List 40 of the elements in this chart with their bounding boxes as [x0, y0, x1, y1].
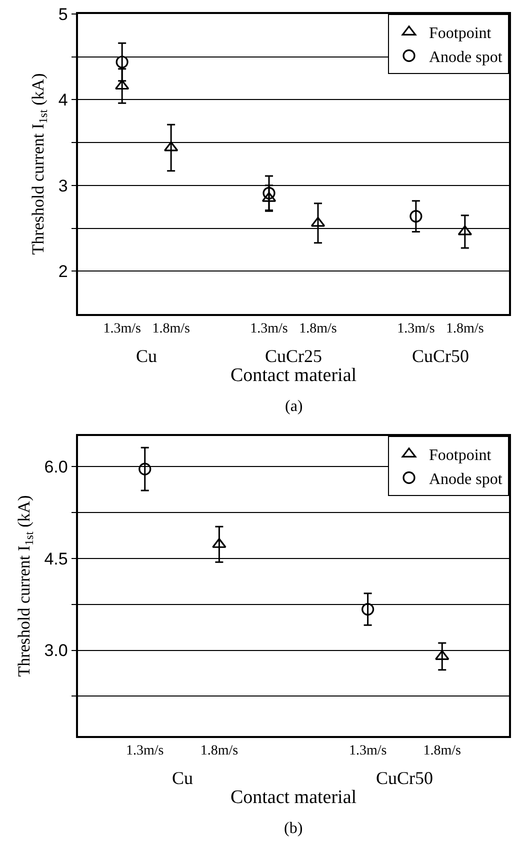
legend-label: Footpoint [429, 25, 492, 42]
text: CuCr50 [376, 768, 434, 788]
x-axis-title: Contact material [230, 786, 357, 808]
legend-label: Footpoint [429, 447, 492, 464]
y-tick-label: 6.0 [44, 458, 68, 477]
x-tick-label: 1.8m/s [200, 744, 238, 759]
y-tick-label: 4 [58, 90, 68, 110]
point [116, 56, 128, 68]
point [410, 210, 422, 223]
text: Cu [136, 346, 158, 366]
text: Cu [172, 768, 194, 788]
text: (a) [285, 398, 303, 415]
point [164, 141, 178, 152]
point [362, 602, 374, 616]
y-tick-label: 2 [58, 262, 68, 282]
x-tick-label: 1.8m/s [152, 322, 190, 337]
point [458, 225, 472, 236]
point [114, 80, 130, 90]
legend-label: Anode spot [429, 48, 503, 66]
text: CuCr50 [412, 346, 470, 366]
x-tick-label: 1.8m/s [423, 744, 461, 759]
text: (b) [284, 820, 303, 837]
x-axis-title: Contact material [230, 364, 357, 386]
x-tick-label: 1.3m/s [348, 744, 387, 759]
point [262, 186, 276, 200]
text: CuCr25 [265, 346, 322, 366]
x-tick-label: 1.3m/s [126, 744, 164, 759]
x-tick-label: 1.8m/s [299, 322, 337, 337]
y-tick-label: 5 [58, 4, 68, 24]
point [262, 192, 276, 202]
x-tick-label: 1.3m/s [103, 322, 141, 337]
y-tick-label: 3.0 [44, 641, 68, 660]
x-tick-label: 1.3m/s [250, 322, 288, 337]
point [310, 216, 326, 227]
point [138, 462, 152, 476]
legend-label: Anode spot [429, 470, 503, 488]
y-tick-label: 3 [58, 176, 68, 196]
x-tick-label: 1.3m/s [397, 322, 435, 337]
x-tick-label: 1.8m/s [446, 322, 484, 337]
y-tick-label: 4.5 [44, 549, 68, 568]
